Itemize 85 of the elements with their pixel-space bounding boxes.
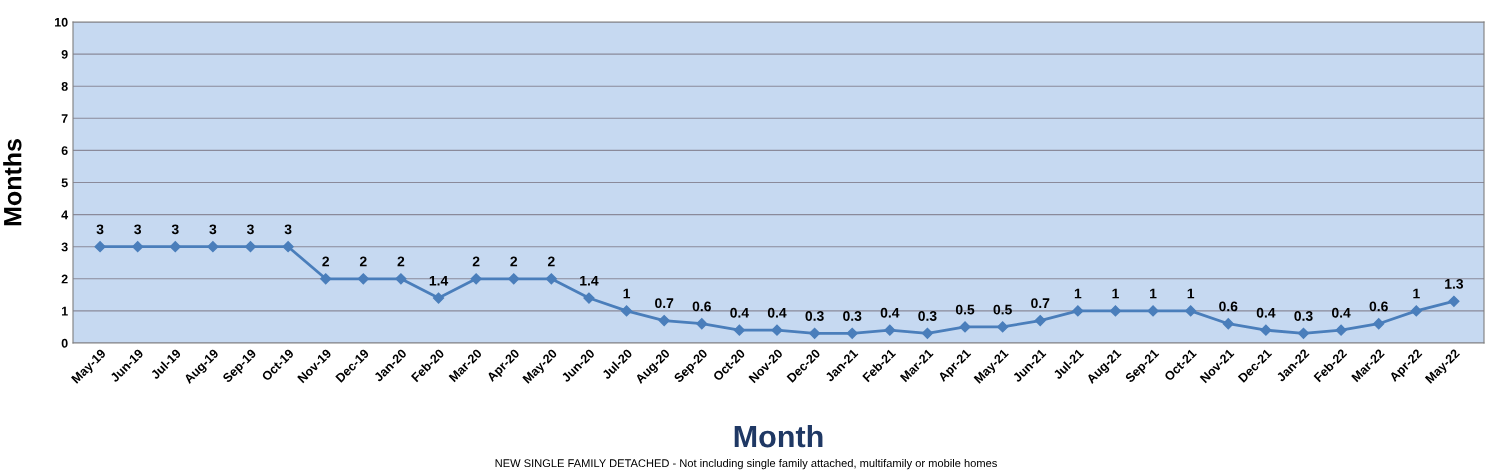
data-label: 0.5 [955,304,975,315]
data-label: 0.3 [1294,311,1313,321]
data-label: 2 [322,256,330,267]
point [282,241,294,253]
point [1373,318,1385,330]
y-tick-label: 3 [61,242,68,252]
point [846,327,858,339]
data-label: 3 [209,224,217,235]
y-axis-title: Months [3,139,22,226]
data-label: 0.3 [918,311,937,321]
point [470,273,482,285]
data-label: 0.5 [993,304,1012,315]
point [1147,305,1159,317]
point [1072,305,1084,317]
point [1222,318,1234,330]
data-label: 1 [1112,288,1119,299]
data-label: 0.4 [767,307,787,318]
data-label: 1.4 [580,275,599,286]
data-label: 1.3 [1445,278,1464,289]
point [1335,324,1347,336]
y-tick-label: 10 [55,17,68,27]
point [320,273,332,285]
y-tick-label: 9 [61,49,68,59]
data-label: 0.4 [730,307,749,318]
y-tick-label: 4 [61,210,69,220]
data-label: 1 [1074,288,1082,299]
point [244,241,257,253]
point [1410,305,1422,317]
point [808,327,821,339]
point [432,292,445,304]
y-tick-label: 5 [61,178,68,188]
data-label: 0.7 [1031,298,1050,309]
y-tick-label: 2 [61,274,68,284]
data-label: 2 [359,256,367,267]
data-label: 3 [96,224,104,235]
point [1034,314,1046,327]
y-tick-label: 7 [61,114,68,123]
data-label: 0.6 [692,301,711,312]
point [733,324,745,336]
point [921,327,934,339]
point [696,318,708,330]
point [997,321,1009,333]
y-tick-label: 8 [61,82,68,91]
text: NEW SINGLE FAMILY DETACHED - Not including single family attached, multifamily or mobile homes [495,458,997,470]
data-label: 3 [246,224,254,235]
data-label: 2 [547,256,555,267]
data-label: 0.4 [1256,307,1276,318]
point [1185,305,1197,317]
point [508,273,520,285]
data-label: 0.4 [880,307,900,318]
point [395,273,407,285]
point [1260,324,1272,336]
point [1448,295,1460,307]
data-label: 2 [397,256,405,267]
data-label: 1 [1187,288,1195,299]
y-tick-label: 0 [61,338,68,348]
data-label: 0.6 [1219,301,1238,312]
point [357,273,369,285]
data-label: 0.4 [1331,307,1351,318]
data-label: 0.7 [655,298,674,309]
y-tick-label: 6 [61,146,68,156]
point [94,241,106,253]
x-axis-title: Month [734,424,823,448]
data-label: 1 [1150,288,1157,299]
data-label: 3 [134,224,142,235]
point [132,241,144,253]
data-label: 1 [623,288,631,299]
data-label: 0.6 [1369,301,1388,312]
point [1297,327,1310,339]
point [207,241,219,253]
point [545,273,557,285]
data-label: 3 [171,224,179,235]
point [620,305,633,317]
point [884,324,896,336]
point [169,241,181,253]
data-label: 0.3 [843,311,862,321]
data-label: 1 [1413,288,1420,299]
point [658,314,670,327]
data-label: 2 [472,256,480,267]
data-label: 0.3 [805,311,824,321]
y-tick-label: 1 [61,306,68,316]
data-label: 3 [284,224,292,235]
point [771,324,783,336]
data-label: 2 [510,256,518,267]
data-label: 1.4 [429,275,449,286]
